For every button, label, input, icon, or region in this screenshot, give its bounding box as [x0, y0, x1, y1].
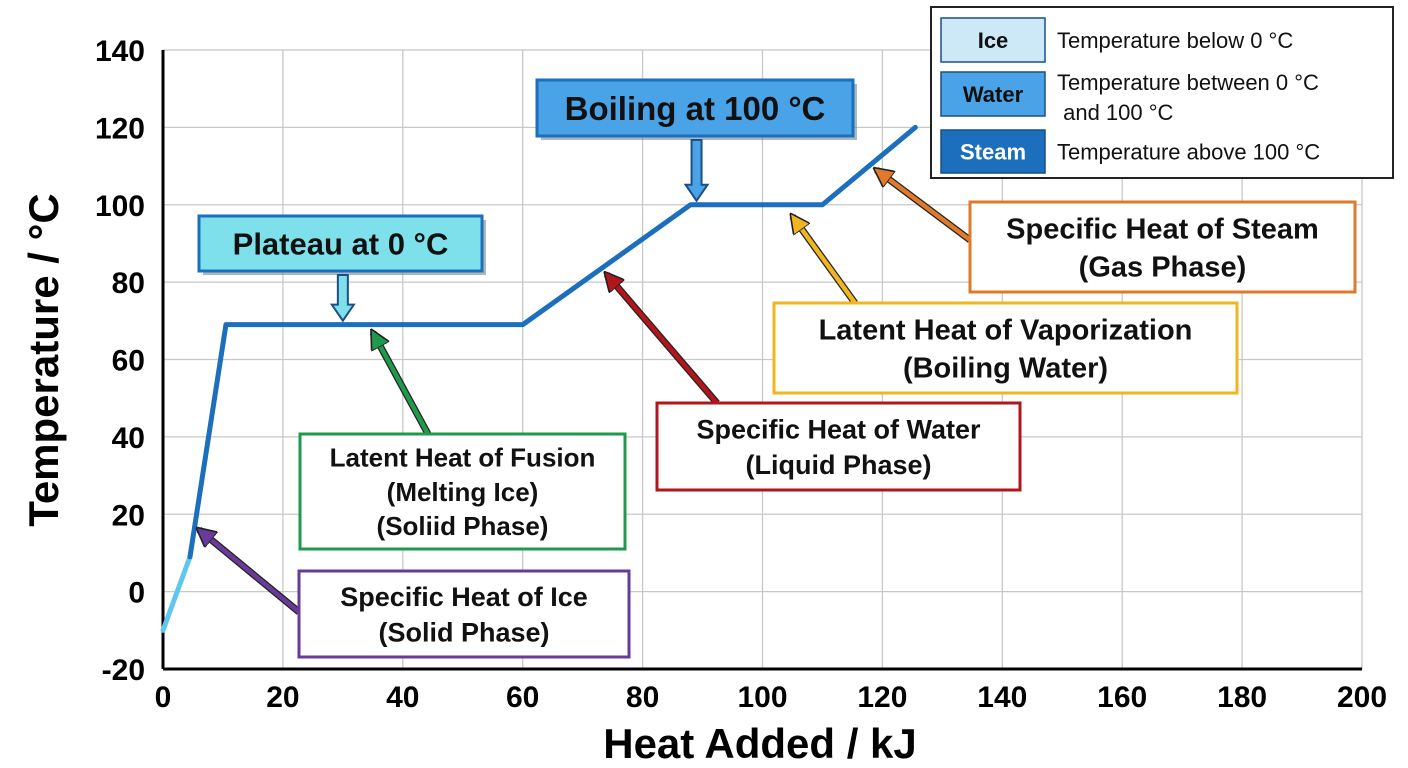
annotation-arrow-water [607, 274, 719, 405]
legend-swatch-label: Water [963, 82, 1024, 107]
callouts: Plateau at 0 °C Boiling at 100 °C [197, 78, 857, 323]
annotation-steam: Specific Heat of Steam (Gas Phase) [968, 200, 1357, 294]
annotation-boxes: Specific Heat of Ice (Solid Phase) Latent … [297, 200, 1357, 659]
annotation-text: Latent Heat of Fusion (Melting Ice) (Solii… [330, 443, 596, 542]
y-tick-label: 40 [112, 422, 145, 455]
x-tick-label: 180 [1217, 681, 1267, 714]
callout-boiling: Boiling at 100 °C [535, 78, 857, 203]
x-tick-label: 140 [977, 681, 1027, 714]
annotation-arrow-steam [876, 170, 972, 242]
annotation-box [298, 432, 627, 551]
annotation-text: Specific Heat of Water (Liquid Phase) [696, 414, 981, 480]
legend-swatch [940, 129, 1046, 174]
legend: Ice Temperature below 0 °C Water Temperatur… [930, 6, 1394, 179]
annotation-water: Specific Heat of Water (Liquid Phase) [655, 401, 1022, 492]
annotation-fusion: Latent Heat of Fusion (Melting Ice) (Solii… [298, 432, 627, 551]
legend-swatch [940, 71, 1046, 117]
y-tick-label: 20 [112, 499, 145, 532]
y-tick-label: 100 [95, 190, 145, 223]
annotation-text: Specific Heat of Ice (Solid Phase) [340, 582, 588, 648]
annotation-ice: Specific Heat of Ice (Solid Phase) [297, 569, 631, 659]
annotation-box [968, 200, 1357, 294]
x-tick-label: 100 [737, 681, 787, 714]
annotation-text: Specific Heat of Steam (Gas Phase) [1006, 213, 1319, 283]
x-tick-label: 60 [506, 681, 539, 714]
series-line-ice [160, 554, 193, 633]
annotation-arrows [199, 170, 973, 615]
x-tick-label: 80 [626, 681, 659, 714]
annotation-box [297, 569, 631, 659]
callout-box [197, 214, 484, 273]
legend-swatch-label: Ice [978, 28, 1009, 53]
annotation-arrow-fusion [373, 332, 430, 436]
x-tick-label: 0 [155, 681, 172, 714]
y-tick-labels: -20 0 20 40 60 80 100 120 140 [95, 35, 145, 687]
y-axis-label: Temperature / °C [20, 193, 67, 526]
legend-swatch [940, 17, 1046, 63]
callout-text: Plateau at 0 °C [233, 227, 449, 262]
x-tick-label: 40 [386, 681, 419, 714]
series-line-water [187, 124, 918, 560]
annotation-arrow-vaporization [792, 216, 857, 305]
legend-item-water: Water Temperature between 0 °C and 100 °C [940, 70, 1319, 125]
y-tick-label: 140 [95, 35, 145, 68]
legend-description: Temperature below 0 °C [1057, 28, 1293, 53]
annotation-text: Latent Heat of Vaporization (Boiling Wate… [819, 314, 1193, 384]
y-tick-label: -20 [102, 654, 145, 687]
callout-plateau: Plateau at 0 °C [197, 214, 486, 323]
x-tick-label: 160 [1097, 681, 1147, 714]
legend-item-ice: Ice Temperature below 0 °C [940, 17, 1293, 63]
callout-text: Boiling at 100 °C [565, 90, 826, 127]
x-tick-labels: 0 20 40 60 80 100 120 140 160 180 200 [155, 681, 1387, 714]
annotation-box [655, 401, 1022, 492]
axes: 0 20 40 60 80 100 120 140 160 180 200 -20 0 20 40 60 80… [20, 35, 1387, 767]
y-tick-label: 60 [112, 345, 145, 378]
legend-swatch-label: Steam [960, 140, 1026, 165]
legend-item-steam: Steam Temperature above 100 °C [940, 129, 1320, 174]
annotation-box [772, 301, 1239, 395]
callout-arrow [329, 274, 356, 323]
callout-arrow [683, 139, 710, 203]
x-tick-label: 120 [857, 681, 907, 714]
y-tick-label: 0 [128, 577, 145, 610]
annotation-arrow-ice [199, 530, 301, 614]
y-tick-label: 120 [95, 112, 145, 145]
x-axis-label: Heat Added / kJ [603, 720, 917, 767]
legend-description: Temperature above 100 °C [1057, 140, 1320, 165]
x-tick-label: 200 [1337, 681, 1387, 714]
series-layer [160, 124, 918, 633]
y-tick-label: 80 [112, 267, 145, 300]
callout-box [535, 78, 855, 138]
x-tick-label: 20 [266, 681, 299, 714]
legend-description: Temperature between 0 °C and 100 °C [1057, 70, 1319, 125]
annotation-vaporization: Latent Heat of Vaporization (Boiling Wate… [772, 301, 1239, 395]
